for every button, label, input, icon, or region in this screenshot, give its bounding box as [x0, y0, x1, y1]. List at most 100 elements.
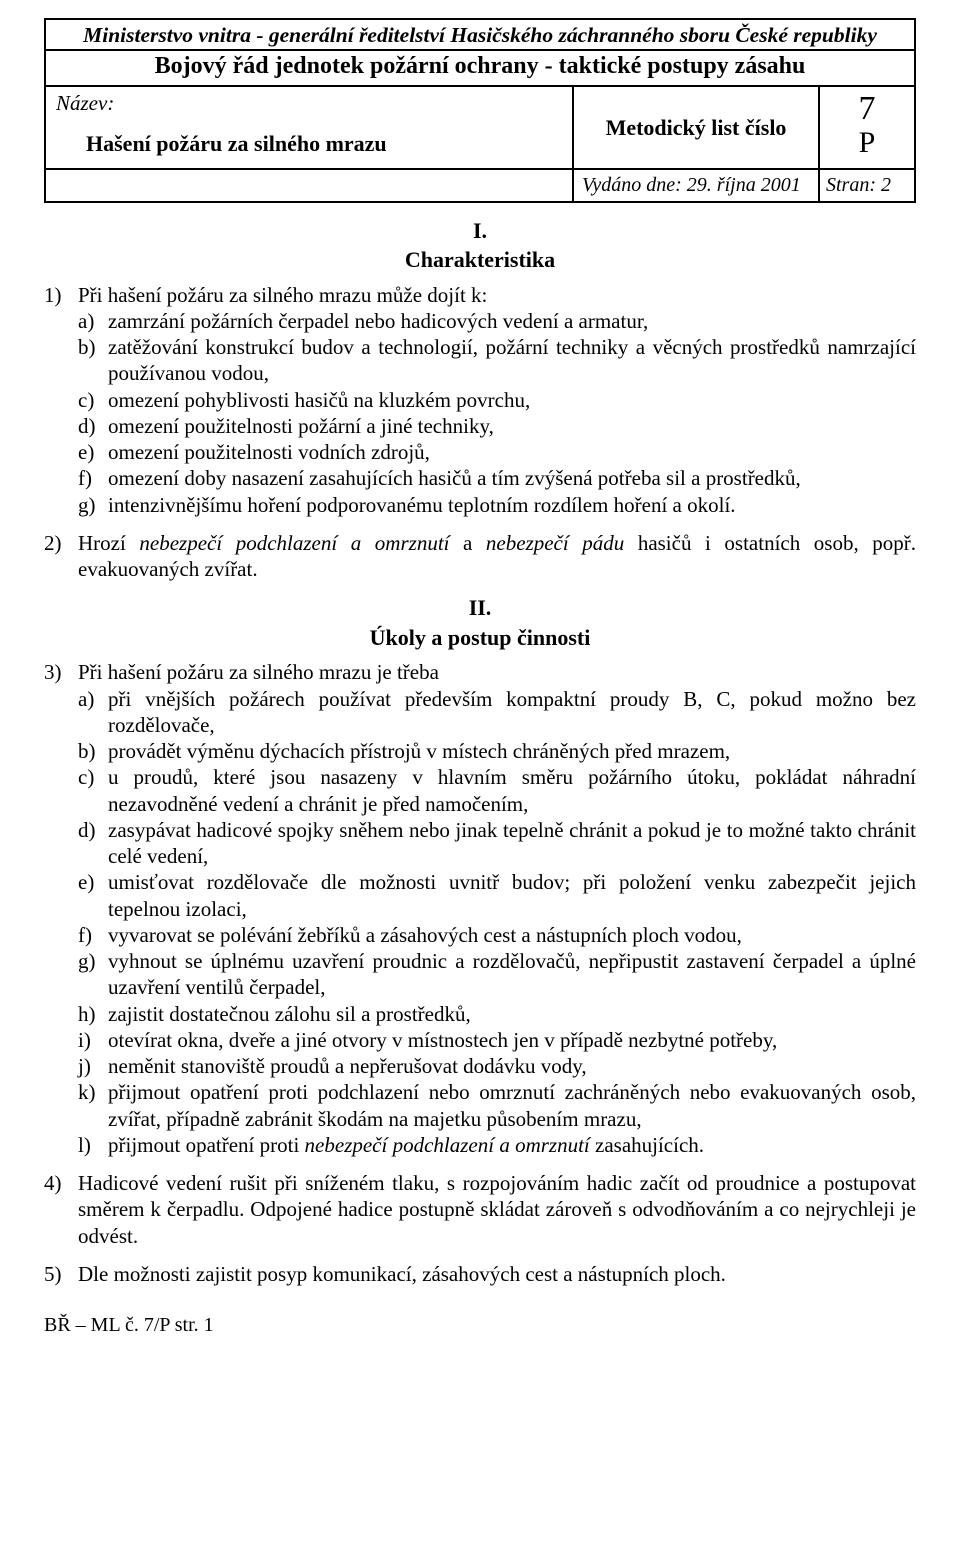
- num-marker: 3): [44, 659, 62, 685]
- list-item: b) zatěžování konstrukcí budov a technolo…: [78, 334, 916, 387]
- item-2-italic-1: nebezpečí podchlazení a omrznutí: [139, 531, 449, 555]
- alpha-marker: e): [78, 439, 94, 465]
- list-item-3: 3) Při hašení požáru za silného mrazu je…: [44, 659, 916, 1158]
- alpha-text: vyhnout se úplnému uzavření proudnic a r…: [108, 949, 916, 999]
- alpha-marker: k): [78, 1079, 96, 1105]
- list-item: i) otevírat okna, dveře a jiné otvory v m…: [78, 1027, 916, 1053]
- alpha-marker: g): [78, 948, 96, 974]
- alpha-text: intenzivnějšímu hoření podporovanému tep…: [108, 493, 736, 517]
- alpha-marker: b): [78, 334, 96, 360]
- alpha-text: omezení pohyblivosti hasičů na kluzkém p…: [108, 388, 530, 412]
- alpha-text: při vnějších požárech používat především…: [108, 687, 916, 737]
- list-item-2: 2) Hrozí nebezpečí podchlazení a omrznut…: [44, 530, 916, 583]
- alpha-marker: a): [78, 686, 94, 712]
- item-1-lead: Při hašení požáru za silného mrazu může …: [78, 283, 487, 307]
- alpha-text: zasypávat hadicové spojky sněhem nebo ji…: [108, 818, 916, 868]
- subtitle-line: Bojový řád jednotek požární ochrany - ta…: [46, 51, 914, 87]
- alpha-marker: b): [78, 738, 96, 764]
- list-item-1: 1) Při hašení požáru za silného mrazu mů…: [44, 282, 916, 518]
- list-item: c) omezení pohyblivosti hasičů na kluzkém…: [78, 387, 916, 413]
- section-2-title: Úkoly a postup činnosti: [44, 624, 916, 652]
- alpha-marker: l): [78, 1132, 91, 1158]
- item-5-text: Dle možnosti zajistit posyp komunikací, …: [78, 1262, 726, 1286]
- alpha-text: umisťovat rozdělovače dle možnosti uvnit…: [108, 870, 916, 920]
- alpha-marker: f): [78, 922, 92, 948]
- list-item: e) omezení použitelnosti vodních zdrojů,: [78, 439, 916, 465]
- list-item-5: 5) Dle možnosti zajistit posyp komunikac…: [44, 1261, 916, 1287]
- alpha-marker: d): [78, 413, 96, 439]
- numbered-list-2: 3) Při hašení požáru za silného mrazu je…: [44, 659, 916, 1287]
- item-2-italic-2: nebezpečí pádu: [486, 531, 624, 555]
- issued-date: Vydáno dne: 29. října 2001: [574, 170, 820, 201]
- header-row-main: Název: Hašení požáru za silného mrazu Me…: [46, 87, 914, 170]
- alpha-text: zatěžování konstrukcí budov a technologi…: [108, 335, 916, 385]
- code-number: 7: [824, 91, 910, 127]
- alpha-text: omezení použitelnosti vodních zdrojů,: [108, 440, 430, 464]
- section-2-roman: II.: [44, 594, 916, 622]
- section-1-roman: I.: [44, 217, 916, 245]
- alpha-l-italic: nebezpečí podchlazení a omrznutí: [305, 1133, 590, 1157]
- num-marker: 1): [44, 282, 62, 308]
- alpha-text: vyvarovat se polévání žebříků a zásahový…: [108, 923, 742, 947]
- list-item: g) intenzivnějšímu hoření podporovanému t…: [78, 492, 916, 518]
- alpha-marker: g): [78, 492, 96, 518]
- alpha-l-post: zasahujících.: [590, 1133, 704, 1157]
- alpha-marker: j): [78, 1053, 91, 1079]
- alpha-text: provádět výměnu dýchacích přístrojů v mí…: [108, 739, 730, 763]
- alpha-text: přijmout opatření proti podchlazení nebo…: [108, 1080, 916, 1130]
- alpha-marker: h): [78, 1001, 96, 1027]
- alpha-list-3: a) při vnějších požárech používat předevš…: [78, 686, 916, 1159]
- num-marker: 4): [44, 1170, 62, 1196]
- code-cell: 7 P: [820, 87, 914, 168]
- list-item: d) zasypávat hadicové spojky sněhem nebo …: [78, 817, 916, 870]
- alpha-marker: c): [78, 387, 94, 413]
- item-4-text: Hadicové vedení rušit při sníženém tlaku…: [78, 1171, 916, 1248]
- alpha-text: otevírat okna, dveře a jiné otvory v mís…: [108, 1028, 777, 1052]
- name-label: Název:: [56, 90, 562, 116]
- section-1-title: Charakteristika: [44, 246, 916, 274]
- list-item: j) neměnit stanoviště proudů a nepřerušov…: [78, 1053, 916, 1079]
- method-label: Metodický list číslo: [574, 87, 820, 168]
- list-item: h) zajistit dostatečnou zálohu sil a pros…: [78, 1001, 916, 1027]
- code-letter: P: [824, 127, 910, 159]
- alpha-text: u proudů, které jsou nasazeny v hlavním …: [108, 765, 916, 815]
- header-row-meta: Vydáno dne: 29. října 2001 Stran: 2: [46, 170, 914, 201]
- alpha-text: omezení použitelnosti požární a jiné tec…: [108, 414, 494, 438]
- list-item: l) přijmout opatření proti nebezpečí podc…: [78, 1132, 916, 1158]
- list-item: k) přijmout opatření proti podchlazení ne…: [78, 1079, 916, 1132]
- list-item: d) omezení použitelnosti požární a jiné t…: [78, 413, 916, 439]
- list-item: a) při vnějších požárech používat předevš…: [78, 686, 916, 739]
- list-item: g) vyhnout se úplnému uzavření proudnic a…: [78, 948, 916, 1001]
- alpha-text: zamrzání požárních čerpadel nebo hadicov…: [108, 309, 648, 333]
- alpha-marker: d): [78, 817, 96, 843]
- meta-empty: [46, 170, 574, 201]
- num-marker: 5): [44, 1261, 62, 1287]
- item-3-lead: Při hašení požáru za silného mrazu je tř…: [78, 660, 439, 684]
- numbered-list: 1) Při hašení požáru za silného mrazu mů…: [44, 282, 916, 583]
- list-item: a) zamrzání požárních čerpadel nebo hadic…: [78, 308, 916, 334]
- alpha-marker: c): [78, 764, 94, 790]
- list-item-4: 4) Hadicové vedení rušit při sníženém tl…: [44, 1170, 916, 1249]
- alpha-l-pre: přijmout opatření proti: [108, 1133, 305, 1157]
- num-marker: 2): [44, 530, 62, 556]
- alpha-text: zajistit dostatečnou zálohu sil a prostř…: [108, 1002, 471, 1026]
- alpha-marker: e): [78, 869, 94, 895]
- document-header: Ministerstvo vnitra - generální ředitels…: [44, 18, 916, 203]
- name-cell: Název: Hašení požáru za silného mrazu: [46, 87, 574, 168]
- ministry-line: Ministerstvo vnitra - generální ředitels…: [46, 20, 914, 51]
- alpha-marker: a): [78, 308, 94, 334]
- item-2-pre: Hrozí: [78, 531, 139, 555]
- list-item: f) vyvarovat se polévání žebříků a zásaho…: [78, 922, 916, 948]
- list-item: c) u proudů, které jsou nasazeny v hlavní…: [78, 764, 916, 817]
- page-count: Stran: 2: [820, 170, 914, 201]
- page-footer: BŘ – ML č. 7/P str. 1: [44, 1313, 916, 1338]
- alpha-marker: f): [78, 465, 92, 491]
- name-value: Hašení požáru za silného mrazu: [56, 116, 562, 158]
- alpha-text: omezení doby nasazení zasahujících hasič…: [108, 466, 801, 490]
- alpha-list-1: a) zamrzání požárních čerpadel nebo hadic…: [78, 308, 916, 518]
- list-item: b) provádět výměnu dýchacích přístrojů v …: [78, 738, 916, 764]
- list-item: f) omezení doby nasazení zasahujících has…: [78, 465, 916, 491]
- alpha-marker: i): [78, 1027, 91, 1053]
- item-2-mid: a: [449, 531, 485, 555]
- alpha-text: neměnit stanoviště proudů a nepřerušovat…: [108, 1054, 587, 1078]
